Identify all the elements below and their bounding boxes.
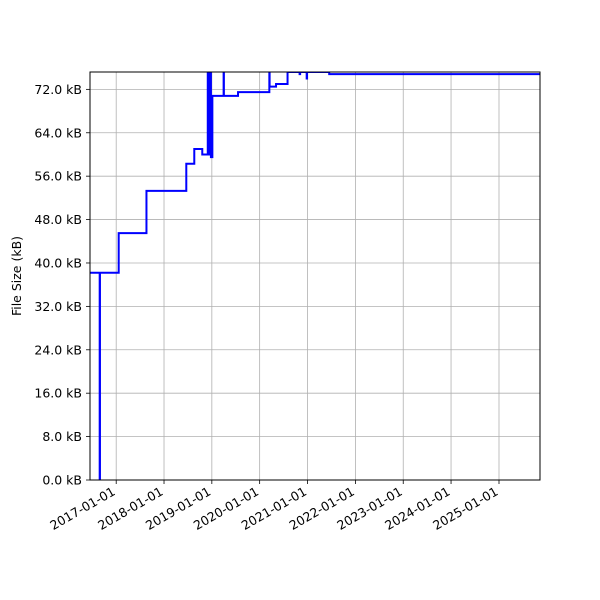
series-line — [90, 72, 540, 480]
y-tick-label: 48.0 kB — [34, 212, 82, 227]
y-tick-label: 0.0 kB — [42, 473, 82, 488]
y-tick-label: 24.0 kB — [34, 342, 82, 357]
y-tick-label: 64.0 kB — [34, 125, 82, 140]
y-tick-label: 56.0 kB — [34, 169, 82, 184]
y-axis-label: File Size (kB) — [9, 236, 24, 316]
grid — [90, 72, 540, 481]
y-tick-label: 8.0 kB — [42, 429, 82, 444]
y-tick-label: 72.0 kB — [34, 82, 82, 97]
plot-frame — [89, 71, 541, 481]
y-tick-label: 40.0 kB — [34, 255, 82, 270]
plot-area — [90, 72, 540, 480]
x-axis: 2017-01-012018-01-012019-01-012020-01-01… — [47, 480, 500, 533]
y-tick-label: 16.0 kB — [34, 386, 82, 401]
y-tick-label: 32.0 kB — [34, 299, 82, 314]
y-axis: 0.0 kB 8.0 kB 16.0 kB 24.0 kB 32.0 kB 40.0 kB… — [34, 82, 90, 488]
